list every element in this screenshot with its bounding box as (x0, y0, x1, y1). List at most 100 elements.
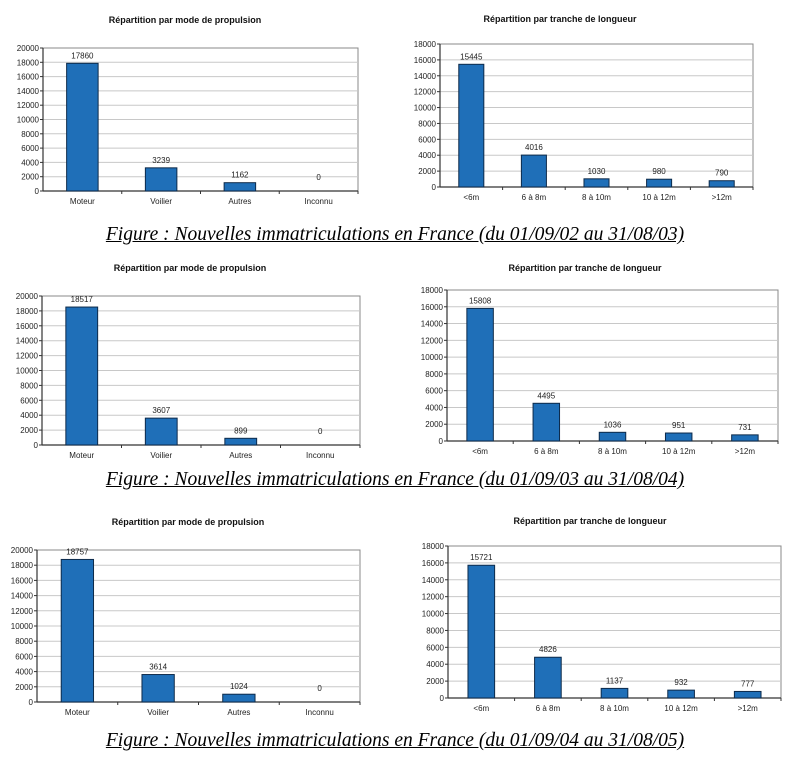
x-tick-label: <6m (472, 447, 488, 456)
figure-caption-3: Figure : Nouvelles immatriculations en F… (105, 730, 685, 751)
bar (532, 402, 561, 442)
y-tick-label: 18000 (421, 286, 444, 295)
x-tick-label: >12m (735, 447, 756, 456)
y-tick-label: 8000 (21, 130, 39, 139)
y-tick-label: 2000 (426, 677, 444, 686)
y-tick-label: 14000 (421, 320, 444, 329)
x-tick-label: Moteur (69, 451, 94, 460)
x-tick-label: <6m (463, 193, 479, 202)
data-label: 0 (318, 427, 323, 436)
y-tick-label: 4000 (425, 403, 443, 412)
figure-caption-2: Figure : Nouvelles immatriculations en F… (105, 469, 685, 490)
data-label: 1036 (604, 420, 622, 429)
data-label: 731 (738, 423, 752, 432)
y-tick-label: 14000 (17, 87, 40, 96)
bar (520, 154, 547, 188)
y-tick-label: 16000 (421, 303, 444, 312)
y-tick-label: 18000 (422, 542, 445, 551)
x-tick-label: Moteur (65, 708, 90, 717)
y-tick-label: 14000 (16, 337, 39, 346)
y-tick-label: 16000 (16, 322, 39, 331)
data-label: 1030 (588, 167, 606, 176)
bar (66, 62, 99, 192)
bar (731, 434, 759, 442)
y-tick-label: 10000 (421, 353, 444, 362)
bar (646, 178, 673, 188)
data-label: 3239 (152, 156, 170, 165)
bar (733, 690, 762, 699)
y-tick-label: 4000 (418, 151, 436, 160)
y-tick-label: 10000 (422, 610, 445, 619)
bar-chart-2: Répartition par tranche de longueur 0 2000… (414, 14, 754, 202)
bar (664, 432, 693, 442)
chart-title: Répartition par tranche de longueur (513, 516, 667, 526)
y-tick-label: 6000 (426, 643, 444, 652)
x-tick-label: Inconnu (304, 197, 332, 206)
bar (466, 307, 494, 442)
y-tick-label: 0 (29, 698, 34, 707)
y-tick-label: 18000 (414, 40, 437, 49)
bar-chart-6: Répartition par tranche de longueur 0 2000… (422, 516, 782, 713)
data-label: 777 (741, 679, 755, 688)
data-label: 3614 (149, 663, 167, 672)
x-tick-label: 6 à 8m (536, 704, 561, 713)
y-tick-label: 10000 (414, 104, 437, 113)
y-tick-label: 2000 (418, 167, 436, 176)
y-tick-label: 16000 (414, 56, 437, 65)
chart-title: Répartition par tranche de longueur (508, 263, 662, 273)
y-tick-label: 12000 (11, 607, 34, 616)
y-tick-label: 18000 (11, 561, 34, 570)
data-label: 932 (674, 678, 688, 687)
figure-caption-1: Figure : Nouvelles immatriculations en F… (105, 224, 685, 245)
x-tick-label: 10 à 12m (662, 447, 696, 456)
bar-chart-3: Répartition par mode de propulsion 0 2000 4… (16, 263, 361, 460)
y-tick-label: 6000 (418, 135, 436, 144)
y-tick-label: 14000 (414, 72, 437, 81)
data-label: 1162 (231, 171, 249, 180)
bar (534, 656, 562, 699)
x-tick-label: Voilier (150, 451, 172, 460)
bar (708, 180, 735, 188)
y-tick-label: 8000 (20, 381, 38, 390)
x-tick-label: 10 à 12m (642, 193, 676, 202)
y-tick-label: 18000 (17, 58, 40, 67)
data-label: 790 (715, 169, 729, 178)
plot-area (439, 43, 754, 188)
x-tick-label: Inconnu (305, 708, 333, 717)
y-tick-label: 10000 (11, 622, 34, 631)
x-tick-label: Autres (228, 197, 251, 206)
x-tick-label: 8 à 10m (598, 447, 627, 456)
data-label: 3607 (152, 406, 170, 415)
y-tick-label: 12000 (422, 593, 445, 602)
y-tick-label: 12000 (414, 88, 437, 97)
y-tick-label: 4000 (426, 660, 444, 669)
y-tick-label: 16000 (11, 576, 34, 585)
y-tick-label: 10000 (16, 367, 39, 376)
bar (600, 687, 629, 699)
bar-chart-4: Répartition par tranche de longueur 0 2000… (421, 263, 779, 456)
bar (144, 417, 178, 446)
chart-title: Répartition par mode de propulsion (109, 15, 262, 25)
data-label: 0 (316, 173, 321, 182)
data-label: 15445 (460, 52, 483, 61)
bar (583, 178, 610, 188)
data-label: 980 (652, 167, 666, 176)
y-tick-label: 2000 (425, 420, 443, 429)
y-tick-label: 8000 (426, 626, 444, 635)
y-tick-label: 20000 (17, 44, 40, 53)
y-tick-label: 4000 (20, 411, 38, 420)
x-tick-label: Voilier (147, 708, 169, 717)
y-tick-label: 18000 (16, 307, 39, 316)
data-label: 15808 (469, 296, 492, 305)
y-tick-label: 12000 (421, 336, 444, 345)
y-tick-label: 14000 (422, 576, 445, 585)
y-tick-label: 6000 (20, 396, 38, 405)
data-label: 18757 (66, 547, 89, 556)
y-tick-label: 12000 (17, 101, 40, 110)
data-label: 4016 (525, 143, 543, 152)
y-tick-label: 20000 (16, 292, 39, 301)
y-tick-label: 6000 (15, 652, 33, 661)
x-tick-label: Moteur (70, 197, 95, 206)
data-label: 15721 (470, 553, 493, 562)
